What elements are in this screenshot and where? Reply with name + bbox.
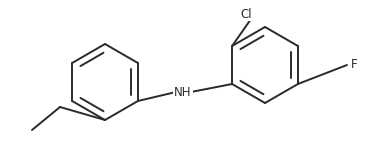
Text: Cl: Cl <box>240 8 252 21</box>
Text: NH: NH <box>174 85 192 99</box>
Text: F: F <box>351 58 357 72</box>
